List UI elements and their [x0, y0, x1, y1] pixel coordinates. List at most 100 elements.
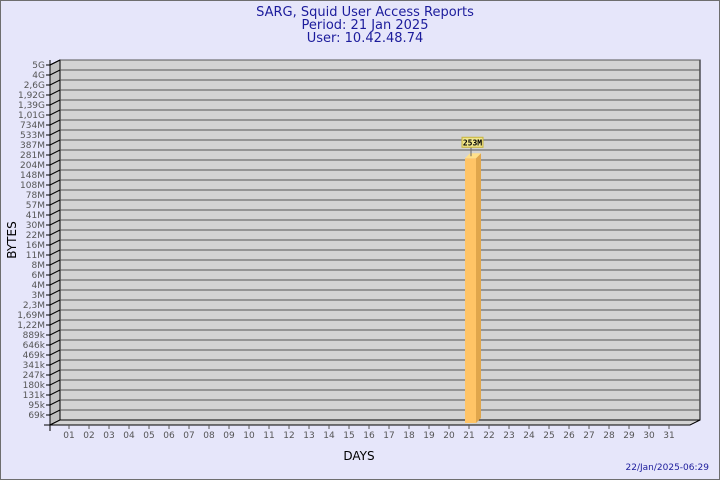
y-tick-label: 387M — [20, 141, 45, 151]
y-tick-label: 1,39G — [18, 101, 45, 111]
y-tick-depth — [49, 89, 61, 96]
y-tick-depth — [49, 239, 61, 246]
bar-side — [476, 153, 481, 423]
x-tick-label: 08 — [203, 431, 215, 441]
x-tick-label: 13 — [303, 431, 314, 441]
generated-timestamp: 22/Jan/2025-06:29 — [626, 463, 710, 473]
y-tick-depth — [49, 119, 61, 126]
y-tick-label: 281M — [20, 151, 45, 161]
chart-subtitle-user: User: 10.42.48.74 — [307, 31, 423, 46]
y-tick-depth — [49, 269, 61, 276]
x-tick-label: 07 — [183, 431, 194, 441]
y-tick-depth — [49, 159, 61, 166]
y-tick-depth — [49, 99, 61, 106]
y-tick-label: 4M — [32, 281, 46, 291]
plot-floor — [49, 419, 701, 426]
x-tick-label: 28 — [603, 431, 615, 441]
y-tick-depth — [49, 229, 61, 236]
y-tick-depth — [49, 129, 61, 136]
y-tick-label: 8M — [32, 261, 46, 271]
x-tick-label: 19 — [423, 431, 435, 441]
x-tick-label: 25 — [543, 431, 554, 441]
bar-top — [465, 153, 481, 159]
x-tick-label: 06 — [163, 431, 175, 441]
y-tick-depth — [49, 109, 61, 116]
chart-subtitle-period: Period: 21 Jan 2025 — [302, 18, 429, 33]
y-tick-depth — [49, 409, 61, 416]
y-tick-depth — [49, 349, 61, 356]
y-tick-depth — [49, 179, 61, 186]
y-tick-label: 469k — [23, 351, 46, 361]
y-tick-depth — [49, 359, 61, 366]
x-tick-label: 26 — [563, 431, 575, 441]
x-tick-label: 30 — [643, 431, 655, 441]
x-tick-label: 01 — [63, 431, 74, 441]
y-tick-depth — [49, 149, 61, 156]
x-tick-label: 22 — [483, 431, 494, 441]
y-tick-label: 16M — [26, 241, 45, 251]
y-tick-label: 69k — [28, 411, 45, 421]
y-axis-label: BYTES — [5, 221, 19, 258]
y-tick-depth — [49, 189, 61, 196]
y-tick-label: 1,69M — [17, 311, 45, 321]
y-tick-depth — [49, 79, 61, 86]
y-tick-depth — [49, 249, 61, 256]
x-tick-label: 18 — [403, 431, 415, 441]
y-tick-label: 41M — [26, 211, 45, 221]
x-tick-label: 10 — [243, 431, 255, 441]
y-tick-label: 247k — [23, 371, 46, 381]
y-tick-label: 30M — [26, 221, 45, 231]
y-tick-depth — [49, 399, 61, 406]
y-tick-depth — [49, 199, 61, 206]
y-tick-label: 1,22M — [17, 321, 45, 331]
x-tick-label: 04 — [123, 431, 135, 441]
y-tick-label: 131k — [23, 391, 46, 401]
y-tick-label: 1,92G — [18, 91, 45, 101]
x-axis-label: DAYS — [343, 449, 374, 463]
x-tick-label: 16 — [363, 431, 375, 441]
y-tick-label: 4G — [32, 71, 45, 81]
chart-title: SARG, Squid User Access Reports — [256, 5, 474, 20]
y-tick-depth — [49, 319, 61, 326]
y-tick-label: 3M — [32, 291, 46, 301]
y-tick-label: 148M — [20, 171, 45, 181]
x-tick-label: 17 — [383, 431, 394, 441]
y-tick-depth — [49, 379, 61, 386]
x-tick-label: 31 — [663, 431, 674, 441]
y-tick-label: 889k — [23, 331, 46, 341]
x-tick-label: 29 — [623, 431, 635, 441]
x-tick-label: 27 — [583, 431, 594, 441]
y-tick-depth — [49, 339, 61, 346]
x-tick-label: 24 — [523, 431, 535, 441]
bar-front — [465, 158, 476, 423]
y-tick-depth — [49, 309, 61, 316]
y-tick-depth — [49, 209, 61, 216]
y-tick-depth — [49, 59, 61, 66]
y-tick-depth — [49, 279, 61, 286]
y-tick-depth — [49, 369, 61, 376]
y-tick-label: 57M — [26, 201, 45, 211]
y-tick-label: 180k — [23, 381, 46, 391]
y-tick-label: 734M — [20, 121, 45, 131]
y-tick-depth — [49, 329, 61, 336]
x-tick-label: 23 — [503, 431, 514, 441]
x-tick-label: 14 — [323, 431, 335, 441]
y-tick-depth — [49, 69, 61, 76]
x-tick-label: 03 — [103, 431, 114, 441]
y-tick-label: 108M — [20, 181, 45, 191]
x-tick-label: 12 — [283, 431, 294, 441]
y-tick-depth — [49, 169, 61, 176]
y-tick-depth — [49, 219, 61, 226]
y-tick-label: 533M — [20, 131, 45, 141]
x-tick-label: 15 — [343, 431, 354, 441]
y-tick-label: 11M — [26, 251, 45, 261]
y-tick-label: 95k — [28, 401, 45, 411]
y-tick-label: 1,01G — [18, 111, 45, 121]
y-tick-depth — [49, 139, 61, 146]
x-tick-label: 20 — [443, 431, 455, 441]
x-tick-label: 11 — [263, 431, 274, 441]
data-label-box — [461, 136, 484, 148]
y-tick-label: 204M — [20, 161, 45, 171]
x-tick-label: 05 — [143, 431, 154, 441]
